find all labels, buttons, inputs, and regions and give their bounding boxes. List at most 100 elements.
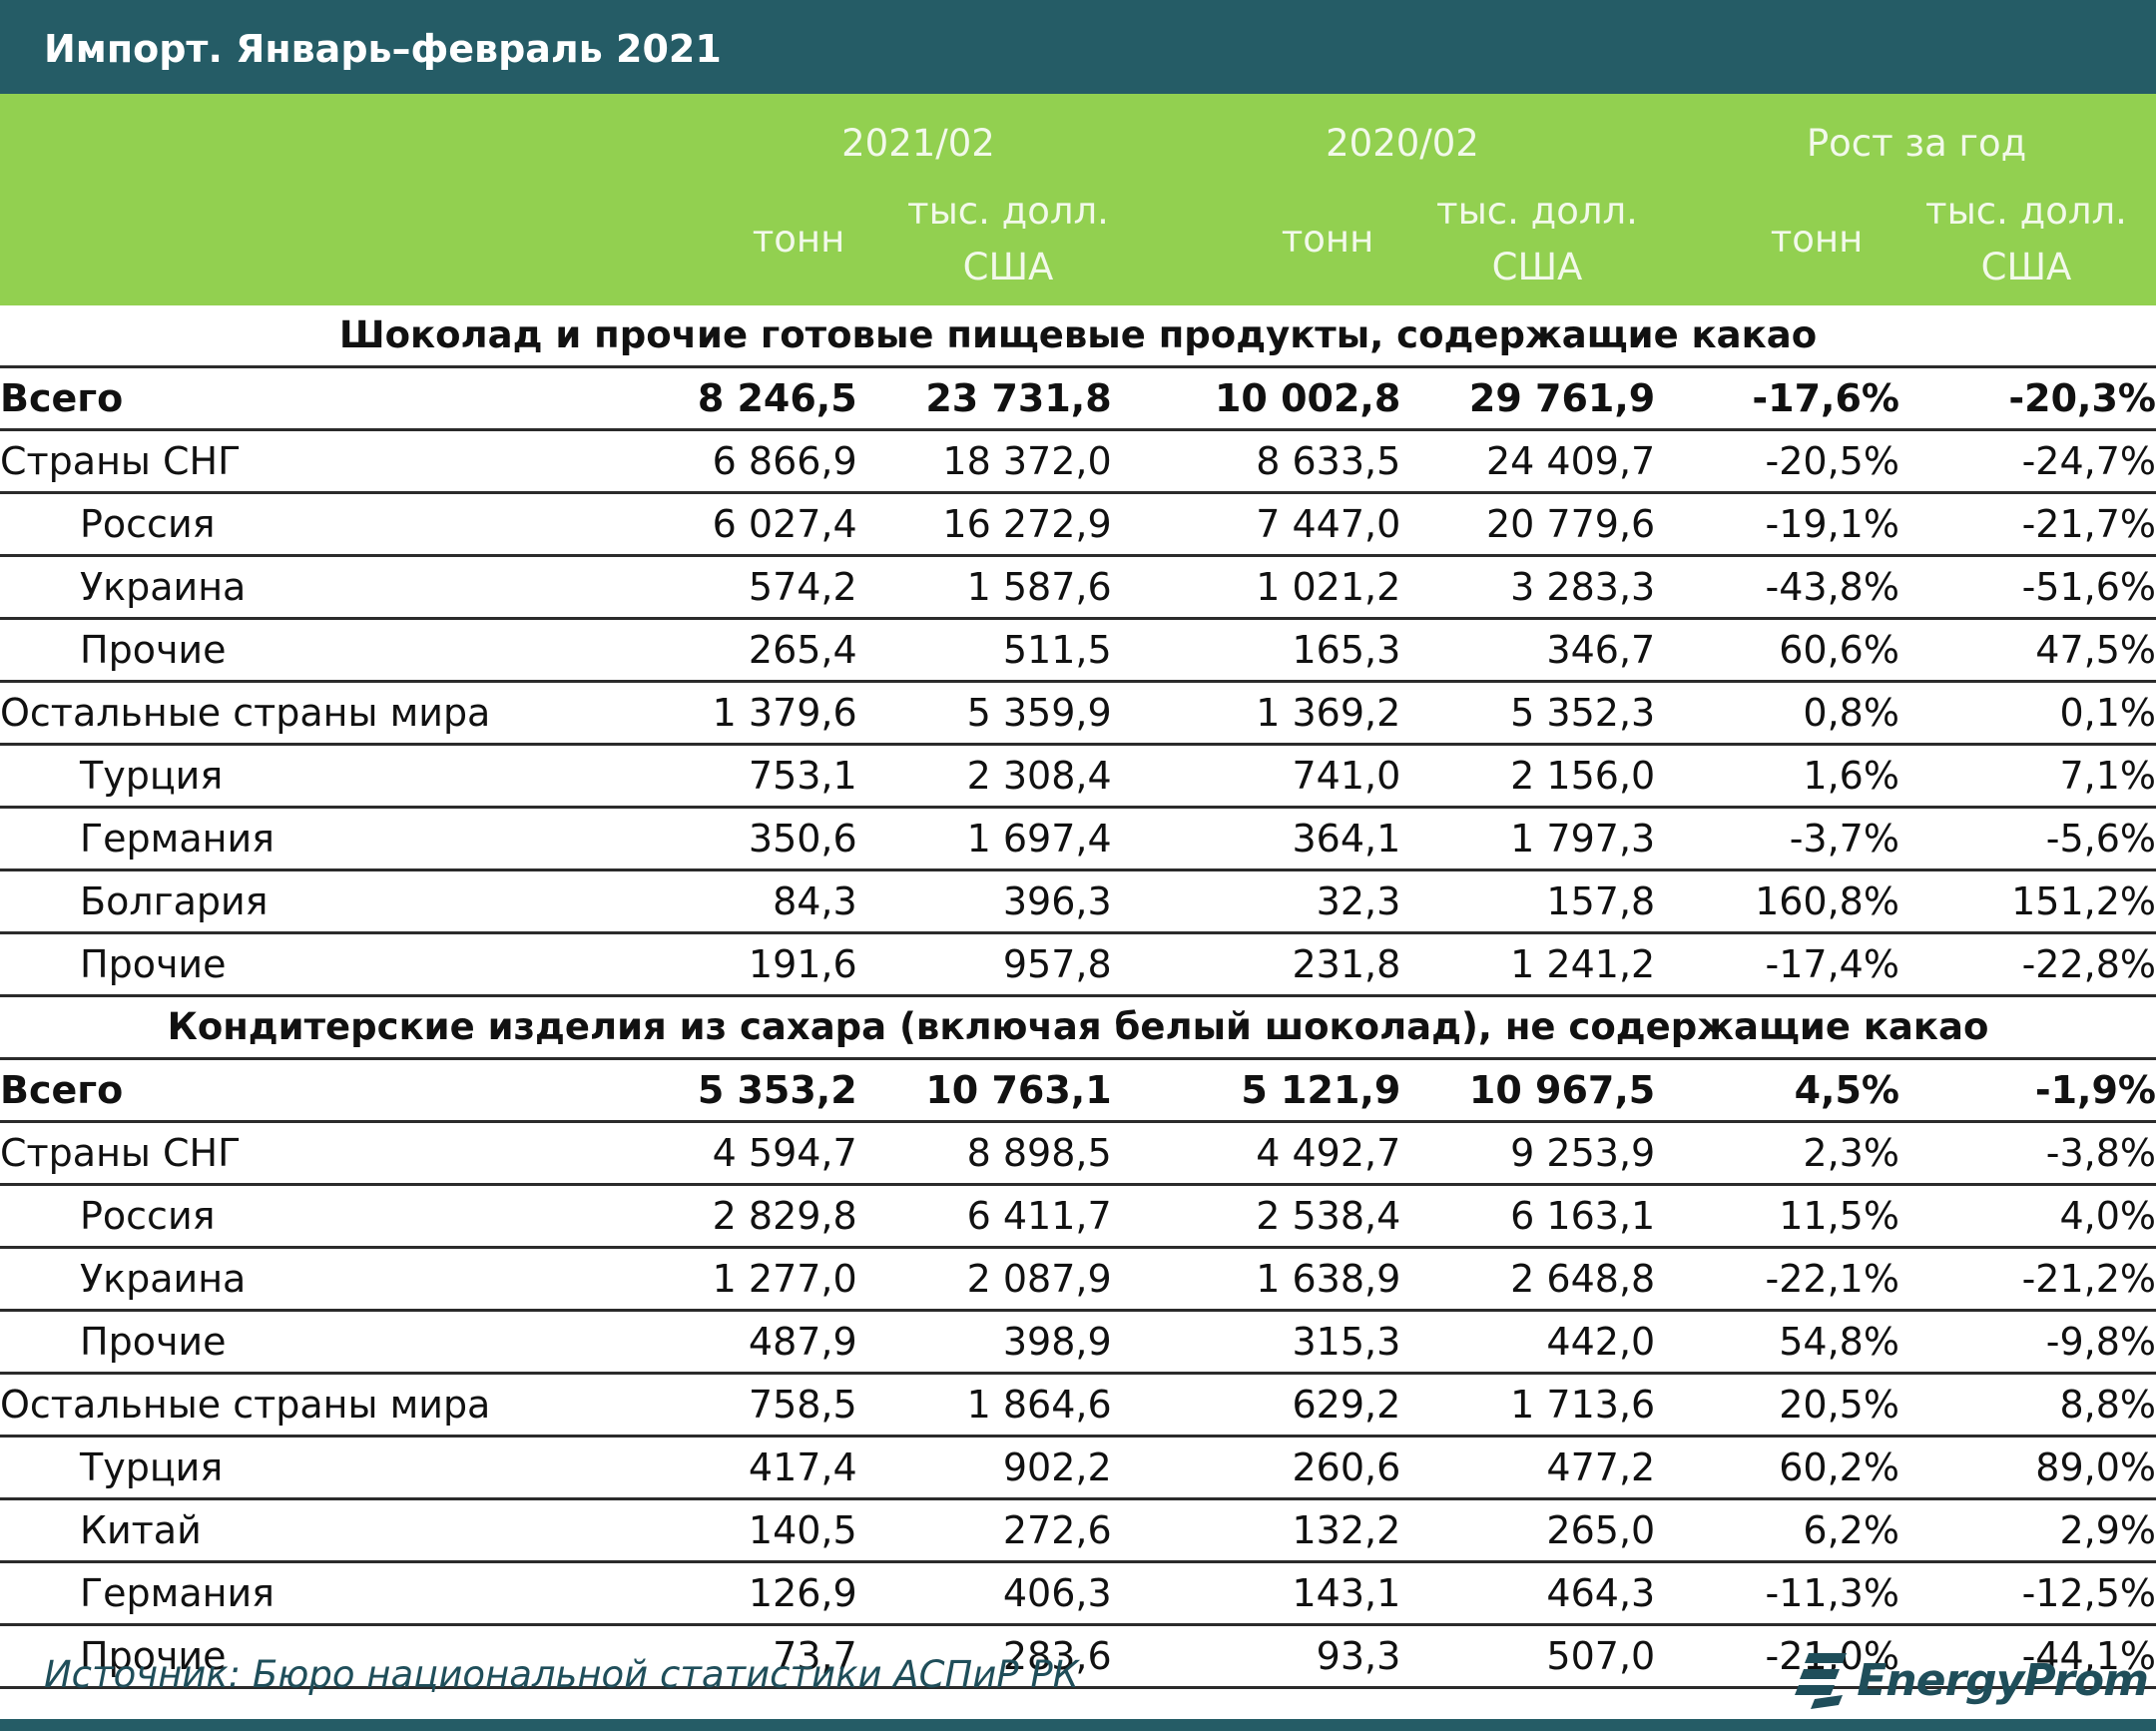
cell-tonnes-2021: 753,1 — [610, 744, 857, 809]
cell-usd-2020: 464,3 — [1400, 1561, 1656, 1626]
cell-usd-2020: 507,0 — [1400, 1624, 1656, 1689]
section-title: Шоколад и прочие готовые пищевые продукт… — [0, 305, 2156, 368]
cell-growth-tonnes: -17,4% — [1655, 932, 1899, 997]
cell-usd-2021: 272,6 — [856, 1498, 1112, 1563]
cell-usd-2020: 1 241,2 — [1400, 932, 1656, 997]
cell-tonnes-2020: 5 121,9 — [1111, 1058, 1401, 1123]
cell-growth-usd: -24,7% — [1898, 429, 2156, 494]
bottom-rule — [0, 1719, 2156, 1731]
total-row: Всего 5 353,2 10 763,1 5 121,9 10 967,5 4,5% -… — [0, 1058, 2156, 1123]
cell-tonnes-2020: 1 369,2 — [1111, 681, 1401, 746]
cell-growth-tonnes: -43,8% — [1655, 555, 1899, 620]
cell-growth-tonnes: -3,7% — [1655, 807, 1899, 871]
row-label: Россия — [0, 492, 611, 557]
cell-tonnes-2021: 73,7 — [610, 1624, 857, 1689]
cell-tonnes-2020: 7 447,0 — [1111, 492, 1401, 557]
table-row: Болгария 84,3 396,3 32,3 157,8 160,8% 151,2% — [0, 869, 2156, 934]
table-row: Германия 350,6 1 697,4 364,1 1 797,3 -3,7% -5,… — [0, 807, 2156, 871]
cell-usd-2021: 283,6 — [856, 1624, 1112, 1689]
cell-usd-2021: 18 372,0 — [856, 429, 1112, 494]
cell-growth-usd: -51,6% — [1898, 555, 2156, 620]
header-unit-tonnes-growth: тонн — [1770, 218, 1864, 261]
header-group-growth: Рост за год — [1806, 122, 2027, 165]
row-label: Прочие — [0, 618, 611, 683]
table-row: Турция 753,1 2 308,4 741,0 2 156,0 1,6% 7,1% — [0, 744, 2156, 809]
table-row: Прочие 265,4 511,5 165,3 346,7 60,6% 47,5% — [0, 618, 2156, 683]
table-row: Прочие 191,6 957,8 231,8 1 241,2 -17,4% -22,8% — [0, 932, 2156, 997]
import-table: Шоколад и прочие готовые пищевые продукт… — [0, 305, 2156, 1689]
cell-usd-2021: 1 864,6 — [856, 1373, 1112, 1438]
cell-tonnes-2021: 84,3 — [610, 869, 857, 934]
row-label: Германия — [0, 807, 611, 871]
row-label: Остальные страны мира — [0, 681, 611, 746]
cell-growth-usd: -12,5% — [1898, 1561, 2156, 1626]
cell-usd-2021: 511,5 — [856, 618, 1112, 683]
cell-tonnes-2021: 6 027,4 — [610, 492, 857, 557]
cell-growth-tonnes: 1,6% — [1655, 744, 1899, 809]
cell-growth-tonnes: -20,5% — [1655, 429, 1899, 494]
cell-tonnes-2021: 350,6 — [610, 807, 857, 871]
cell-usd-2021: 8 898,5 — [856, 1121, 1112, 1186]
table-row: Россия 2 829,8 6 411,7 2 538,4 6 163,1 11,5% 4… — [0, 1184, 2156, 1249]
cell-usd-2020: 5 352,3 — [1400, 681, 1656, 746]
cell-usd-2021: 957,8 — [856, 932, 1112, 997]
cell-usd-2020: 10 967,5 — [1400, 1058, 1656, 1123]
cell-tonnes-2020: 2 538,4 — [1111, 1184, 1401, 1249]
row-label: Прочие — [0, 1310, 611, 1375]
cell-growth-tonnes: 4,5% — [1655, 1058, 1899, 1123]
row-label: Всего — [0, 366, 611, 431]
row-label: Прочие — [0, 932, 611, 997]
footer: Источник: Бюро национальной статистики А… — [0, 1633, 2156, 1731]
header-unit-usd-line1: тыс. долл. — [1436, 190, 1638, 233]
cell-growth-usd: 7,1% — [1898, 744, 2156, 809]
row-label: Турция — [0, 1436, 611, 1500]
cell-usd-2020: 157,8 — [1400, 869, 1656, 934]
table-row: Россия 6 027,4 16 272,9 7 447,0 20 779,6 -19,… — [0, 492, 2156, 557]
source-note: Источник: Бюро национальной статистики А… — [44, 1653, 1079, 1696]
cell-growth-usd: -1,9% — [1898, 1058, 2156, 1123]
header-unit-usd-line2: США — [1980, 246, 2072, 288]
table-row: Страны СНГ 6 866,9 18 372,0 8 633,5 24 409,7… — [0, 429, 2156, 494]
cell-growth-usd: -3,8% — [1898, 1121, 2156, 1186]
cell-growth-tonnes: 60,6% — [1655, 618, 1899, 683]
cell-usd-2021: 10 763,1 — [856, 1058, 1112, 1123]
cell-usd-2021: 6 411,7 — [856, 1184, 1112, 1249]
cell-tonnes-2020: 32,3 — [1111, 869, 1401, 934]
cell-tonnes-2021: 6 866,9 — [610, 429, 857, 494]
row-label: Турция — [0, 744, 611, 809]
cell-growth-usd: -21,7% — [1898, 492, 2156, 557]
header-unit-tonnes-2020: тонн — [1281, 218, 1374, 261]
cell-usd-2020: 346,7 — [1400, 618, 1656, 683]
column-header: 2021/02 2020/02 Рост за год тонн тыс. до… — [0, 94, 2156, 305]
cell-tonnes-2021: 5 353,2 — [610, 1058, 857, 1123]
cell-tonnes-2021: 2 829,8 — [610, 1184, 857, 1249]
cell-usd-2021: 23 731,8 — [856, 366, 1112, 431]
cell-usd-2020: 6 163,1 — [1400, 1184, 1656, 1249]
row-label: Китай — [0, 1498, 611, 1563]
cell-tonnes-2020: 315,3 — [1111, 1310, 1401, 1375]
table-row: Остальные страны мира 758,5 1 864,6 629,2 1 … — [0, 1373, 2156, 1438]
cell-usd-2020: 9 253,9 — [1400, 1121, 1656, 1186]
cell-usd-2020: 265,0 — [1400, 1498, 1656, 1563]
table-row: Остальные страны мира 1 379,6 5 359,9 1 369… — [0, 681, 2156, 746]
cell-usd-2021: 1 587,6 — [856, 555, 1112, 620]
cell-growth-usd: -21,2% — [1898, 1247, 2156, 1312]
cell-tonnes-2021: 417,4 — [610, 1436, 857, 1500]
cell-growth-usd: 0,1% — [1898, 681, 2156, 746]
cell-tonnes-2020: 741,0 — [1111, 744, 1401, 809]
cell-tonnes-2020: 10 002,8 — [1111, 366, 1401, 431]
header-unit-usd-2020: тыс. долл. США — [1407, 190, 1667, 289]
cell-tonnes-2020: 1 638,9 — [1111, 1247, 1401, 1312]
cell-growth-usd: -9,8% — [1898, 1310, 2156, 1375]
table-row: Прочие 487,9 398,9 315,3 442,0 54,8% -9,8% — [0, 1310, 2156, 1375]
cell-growth-tonnes: 54,8% — [1655, 1310, 1899, 1375]
cell-usd-2021: 16 272,9 — [856, 492, 1112, 557]
cell-growth-tonnes: -11,3% — [1655, 1561, 1899, 1626]
cell-tonnes-2021: 574,2 — [610, 555, 857, 620]
cell-growth-usd: 8,8% — [1898, 1373, 2156, 1438]
cell-usd-2020: 2 156,0 — [1400, 744, 1656, 809]
row-label: Остальные страны мира — [0, 1373, 611, 1438]
cell-usd-2020: 29 761,9 — [1400, 366, 1656, 431]
cell-usd-2020: 2 648,8 — [1400, 1247, 1656, 1312]
table-row: Украина 574,2 1 587,6 1 021,2 3 283,3 -43,8% -… — [0, 555, 2156, 620]
